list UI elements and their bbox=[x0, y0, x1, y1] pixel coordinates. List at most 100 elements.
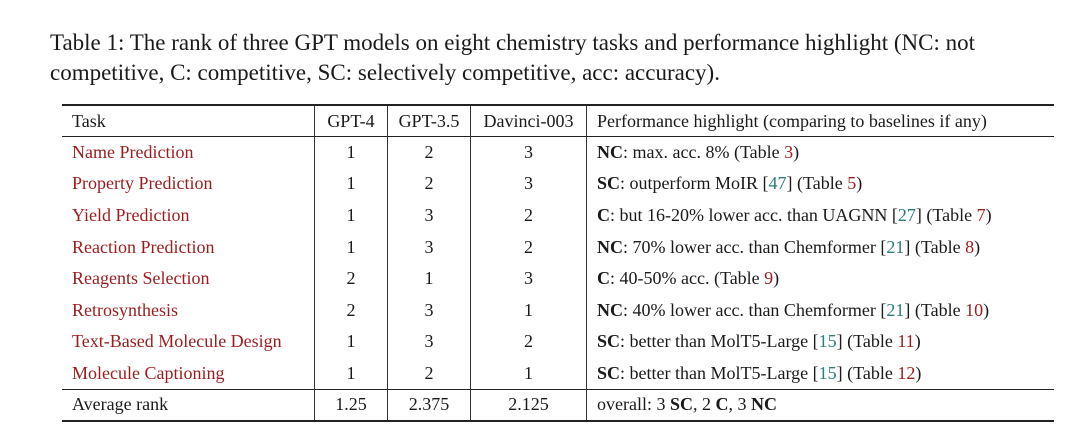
avg-davinci: 2.125 bbox=[470, 389, 587, 421]
rank-gpt35: 3 bbox=[387, 231, 471, 263]
highlight-text: ) bbox=[985, 205, 992, 226]
highlight-cell: SC: better than MolT5-Large [15] (Table … bbox=[586, 357, 1054, 390]
highlight-cell: NC: max. acc. 8% (Table 3) bbox=[586, 136, 1054, 169]
task-cell: Text-Based Molecule Design bbox=[62, 326, 315, 358]
task-link[interactable]: Yield Prediction bbox=[72, 205, 190, 226]
task-cell: Name Prediction bbox=[62, 137, 315, 169]
highlight-text: : 40% lower acc. than Chemformer [ bbox=[623, 299, 887, 320]
highlight-text: ] (Table bbox=[904, 299, 966, 320]
caption-line-2: competitive, C: competitive, SC: selecti… bbox=[50, 60, 720, 85]
competitiveness-label: SC bbox=[597, 331, 621, 352]
highlight-text: ] (Table bbox=[904, 236, 966, 257]
highlight-text: ) bbox=[773, 268, 780, 289]
citation-link[interactable]: 15 bbox=[818, 331, 837, 352]
rank-davinci: 2 bbox=[470, 199, 587, 232]
table-row: Reaction Prediction 1 3 2 NC: 70% lower acc.… bbox=[62, 231, 1054, 263]
highlight-text: : max. acc. 8% (Table bbox=[623, 142, 785, 163]
rank-gpt4: 1 bbox=[314, 136, 388, 169]
summary-text: overall: 3 bbox=[597, 394, 670, 415]
rank-davinci: 3 bbox=[470, 168, 587, 200]
citation-link[interactable]: 47 bbox=[768, 173, 787, 194]
rank-gpt35: 3 bbox=[387, 199, 471, 232]
rank-gpt35: 3 bbox=[387, 294, 471, 327]
task-link[interactable]: Text-Based Molecule Design bbox=[72, 331, 282, 352]
table-ref-link[interactable]: 11 bbox=[897, 331, 915, 352]
table-ref-link[interactable]: 7 bbox=[976, 205, 986, 226]
citation-link[interactable]: 27 bbox=[897, 205, 916, 226]
citation-link[interactable]: 15 bbox=[818, 362, 837, 383]
highlight-text: : but 16-20% lower acc. than UAGNN [ bbox=[610, 205, 898, 226]
highlight-text: ) bbox=[983, 299, 990, 320]
highlight-text: ] (Table bbox=[836, 362, 898, 383]
highlight-cell: C: 40-50% acc. (Table 9) bbox=[586, 262, 1054, 295]
highlight-cell: C: but 16-20% lower acc. than UAGNN [27]… bbox=[586, 199, 1054, 232]
table-row: Reagents Selection 2 1 3 C: 40-50% acc. (Tab… bbox=[62, 262, 1054, 295]
average-rank-row: Average rank 1.25 2.375 2.125 overall: 3 SC,… bbox=[62, 389, 1054, 421]
avg-gpt35: 2.375 bbox=[387, 389, 471, 421]
avg-gpt4: 1.25 bbox=[314, 389, 388, 421]
header-gpt4: GPT-4 bbox=[314, 105, 388, 137]
highlight-cell: SC: outperform MoIR [47] (Table 5) bbox=[586, 168, 1054, 200]
competitiveness-label: NC bbox=[597, 142, 623, 163]
highlight-text: ] (Table bbox=[786, 173, 848, 194]
rank-gpt4: 2 bbox=[314, 262, 388, 295]
header-task: Task bbox=[72, 110, 106, 131]
task-link[interactable]: Retrosynthesis bbox=[72, 299, 178, 320]
highlight-text: ) bbox=[974, 236, 981, 257]
highlight-text: ) bbox=[914, 331, 921, 352]
task-link[interactable]: Reagents Selection bbox=[72, 268, 210, 289]
rank-gpt35: 2 bbox=[387, 357, 471, 390]
table-ref-link[interactable]: 9 bbox=[764, 268, 774, 289]
rank-gpt35: 2 bbox=[387, 168, 471, 200]
caption-line-1: Table 1: The rank of three GPT models on… bbox=[50, 30, 975, 55]
highlight-cell: NC: 40% lower acc. than Chemformer [21] … bbox=[586, 294, 1054, 327]
rank-gpt4: 1 bbox=[314, 357, 388, 390]
highlight-cell: SC: better than MolT5-Large [15] (Table … bbox=[586, 326, 1054, 358]
rank-davinci: 3 bbox=[470, 262, 587, 295]
citation-link[interactable]: 21 bbox=[886, 236, 905, 257]
task-cell: Retrosynthesis bbox=[62, 295, 315, 327]
table-row: Text-Based Molecule Design 1 3 2 SC: better … bbox=[62, 326, 1054, 358]
task-cell: Yield Prediction bbox=[62, 200, 315, 232]
summary-label: C bbox=[715, 394, 729, 415]
table-ref-link[interactable]: 10 bbox=[965, 299, 984, 320]
table-header-row: Task GPT-4 GPT-3.5 Davinci-003 Performan… bbox=[62, 105, 1054, 137]
rank-davinci: 1 bbox=[470, 357, 587, 390]
competitiveness-label: NC bbox=[597, 236, 623, 257]
table-ref-link[interactable]: 8 bbox=[965, 236, 975, 257]
highlight-text: ) bbox=[793, 142, 800, 163]
competitiveness-label: SC bbox=[597, 362, 621, 383]
highlight-text: : 40-50% acc. (Table bbox=[610, 268, 765, 289]
task-link[interactable]: Molecule Captioning bbox=[72, 362, 225, 383]
table-caption: Table 1: The rank of three GPT models on… bbox=[50, 28, 1060, 88]
competitiveness-label: SC bbox=[597, 173, 621, 194]
rank-gpt4: 1 bbox=[314, 199, 388, 232]
rank-gpt4: 1 bbox=[314, 168, 388, 200]
task-link[interactable]: Name Prediction bbox=[72, 142, 194, 163]
highlight-cell: NC: 70% lower acc. than Chemformer [21] … bbox=[586, 231, 1054, 263]
table-ref-link[interactable]: 3 bbox=[784, 142, 794, 163]
competitiveness-label: C bbox=[597, 205, 610, 226]
competitiveness-label: NC bbox=[597, 299, 623, 320]
rank-gpt4: 1 bbox=[314, 326, 388, 358]
rank-davinci: 3 bbox=[470, 136, 587, 169]
table-ref-link[interactable]: 12 bbox=[897, 362, 916, 383]
summary-text: , 3 bbox=[728, 394, 751, 415]
highlight-text: ) bbox=[915, 362, 922, 383]
header-gpt35: GPT-3.5 bbox=[387, 105, 471, 137]
table-row: Retrosynthesis 2 3 1 NC: 40% lower acc. than… bbox=[62, 294, 1054, 327]
overall-summary: overall: 3 SC, 2 C, 3 NC bbox=[586, 389, 1054, 421]
task-cell: Reaction Prediction bbox=[62, 231, 315, 263]
highlight-text: : better than MolT5-Large [ bbox=[620, 362, 819, 383]
rank-gpt35: 3 bbox=[387, 326, 471, 358]
rank-gpt4: 1 bbox=[314, 231, 388, 263]
table-row: Property Prediction 1 2 3 SC: outperform MoI… bbox=[62, 168, 1054, 200]
summary-text: , 2 bbox=[693, 394, 716, 415]
task-link[interactable]: Property Prediction bbox=[72, 173, 213, 194]
table-row: Name Prediction 1 2 3 NC: max. acc. 8% (Tabl… bbox=[62, 136, 1054, 169]
highlight-text: : 70% lower acc. than Chemformer [ bbox=[623, 236, 887, 257]
citation-link[interactable]: 21 bbox=[886, 299, 905, 320]
task-link[interactable]: Reaction Prediction bbox=[72, 236, 215, 257]
header-davinci: Davinci-003 bbox=[470, 105, 587, 137]
table-ref-link[interactable]: 5 bbox=[847, 173, 857, 194]
